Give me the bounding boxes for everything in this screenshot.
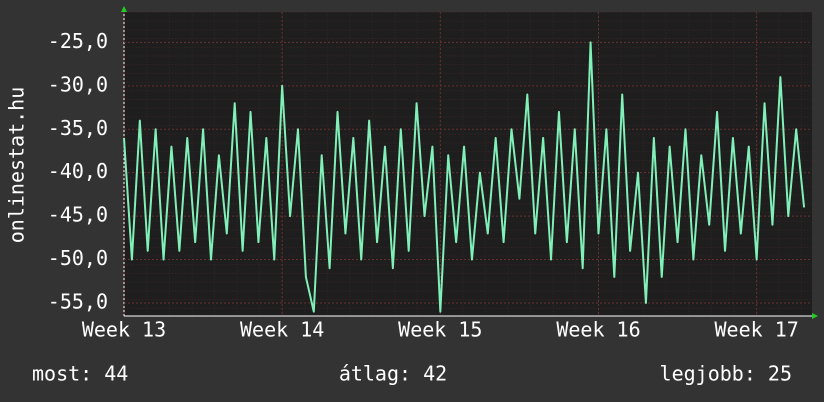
data-line	[123, 41, 806, 313]
footer-best: legjobb: 25	[660, 362, 792, 386]
x-tick-label: Week 14	[240, 318, 324, 342]
footer-current: most: 44	[32, 362, 128, 386]
x-arrow	[812, 313, 818, 319]
y-tick-label: -50,0	[48, 246, 108, 270]
footer-average: átlag: 42	[339, 362, 447, 386]
y-arrow	[121, 6, 127, 12]
y-tick-label: -45,0	[48, 203, 108, 227]
x-tick-label: Week 17	[714, 318, 798, 342]
x-tick-label: Week 13	[82, 318, 166, 342]
x-tick-label: Week 15	[398, 318, 482, 342]
y-tick-label: -25,0	[48, 29, 108, 53]
y-tick-label: -40,0	[48, 159, 108, 183]
x-tick-label: Week 16	[556, 318, 640, 342]
y-tick-label: -35,0	[48, 116, 108, 140]
y-tick-label: -55,0	[48, 289, 108, 313]
minor-grid	[124, 12, 812, 316]
y-axis-label: onlinestat.hu	[5, 87, 29, 244]
y-tick-label: -30,0	[48, 72, 108, 96]
